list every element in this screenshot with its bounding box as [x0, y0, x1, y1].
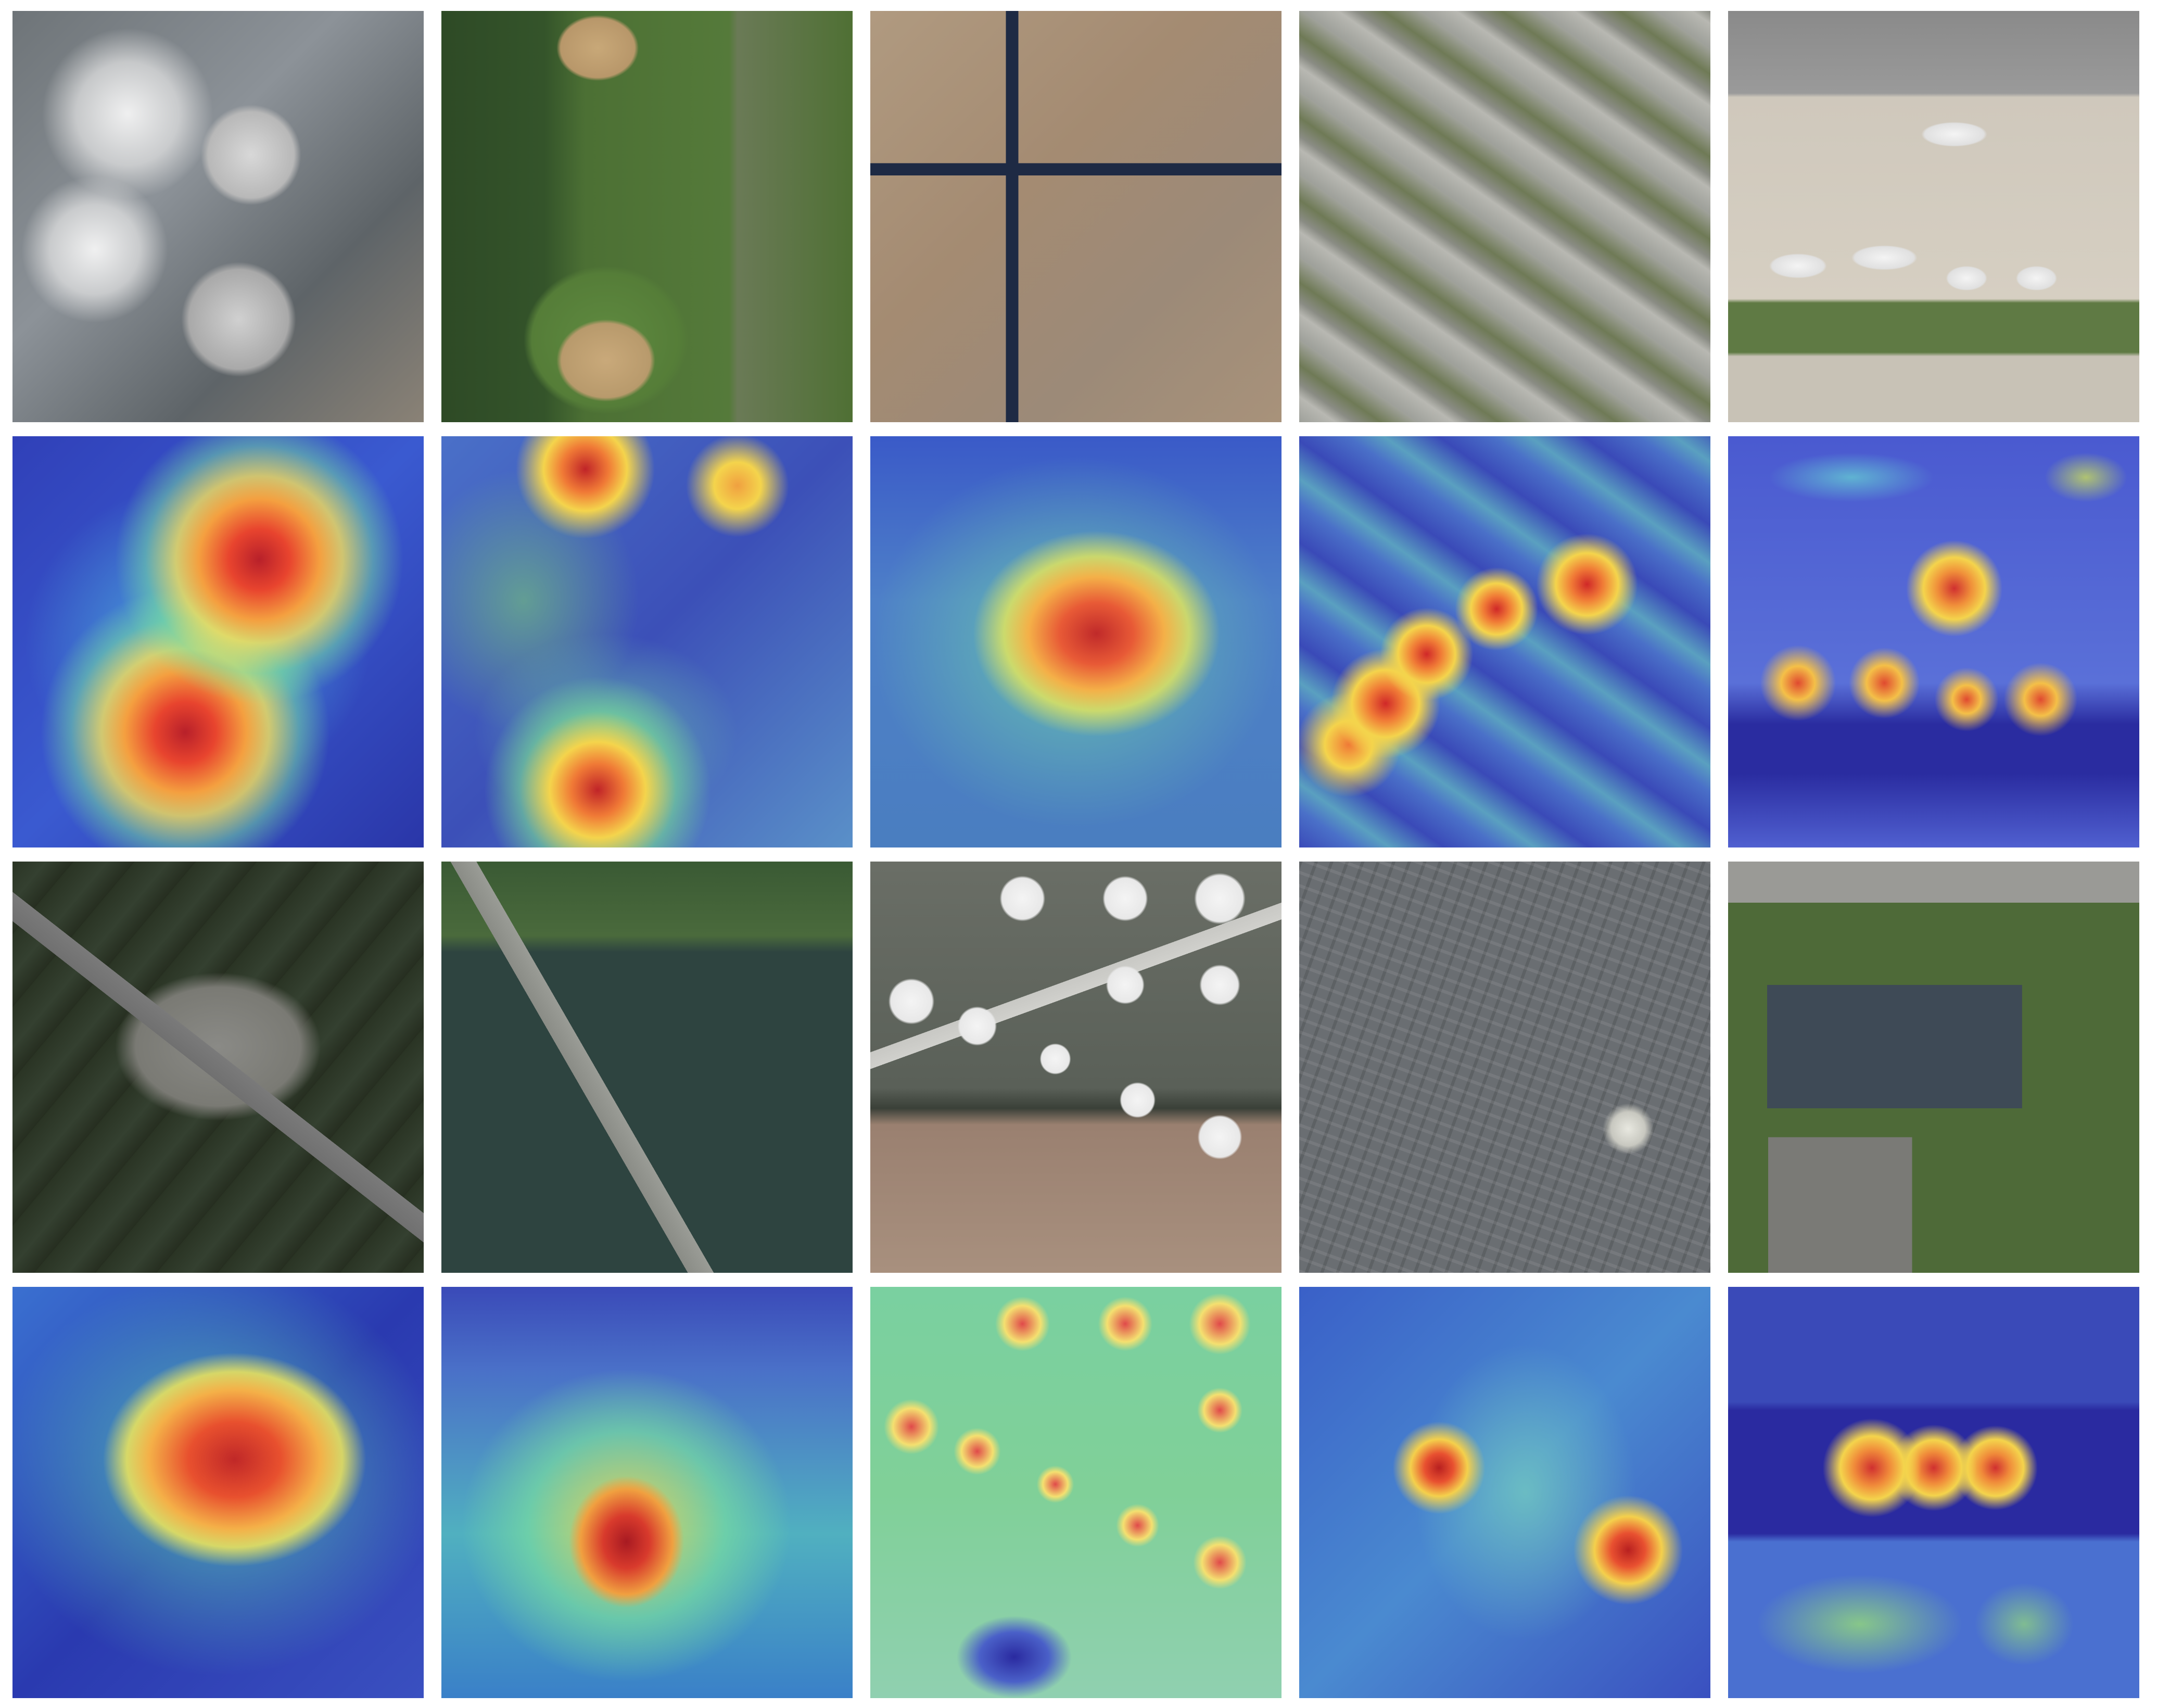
- heatmap-baseball-field: [441, 436, 853, 847]
- photo-airport-planes: [1728, 11, 2139, 422]
- photo-baseball-field: [441, 11, 853, 422]
- photo-basketball-court: [1728, 862, 2139, 1273]
- photo-urban: [1299, 862, 1710, 1273]
- image-grid: [12, 11, 2139, 1698]
- heatmap-airport-planes: [1728, 436, 2139, 847]
- heatmap-farm-station: [12, 1287, 424, 1698]
- photo-runway-cross: [870, 11, 1281, 422]
- heatmap-dam: [441, 1287, 853, 1698]
- photo-farm-station: [12, 862, 424, 1273]
- heatmap-basketball-court: [1728, 1287, 2139, 1698]
- heatmap-oil-tanks: [870, 1287, 1281, 1698]
- heatmap-highway: [1299, 436, 1710, 847]
- photo-dam: [441, 862, 853, 1273]
- photo-power-plant: [12, 11, 424, 422]
- heatmap-urban: [1299, 1287, 1710, 1698]
- photo-highway: [1299, 11, 1710, 422]
- photo-oil-tanks: [870, 862, 1281, 1273]
- heatmap-power-plant: [12, 436, 424, 847]
- heatmap-runway-cross: [870, 436, 1281, 847]
